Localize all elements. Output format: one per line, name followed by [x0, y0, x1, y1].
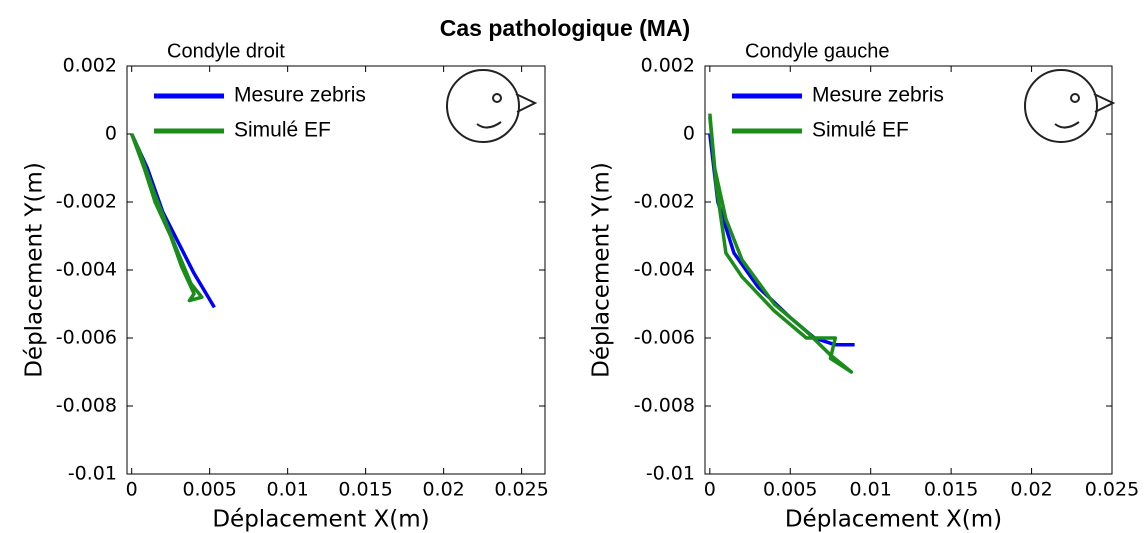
x-axis-label: Déplacement X(m) [785, 507, 1002, 533]
face-nose [1093, 93, 1116, 113]
x-tick-label: 0.01 [266, 479, 308, 501]
y-tick-label: -0.004 [56, 259, 117, 281]
data-line [130, 133, 204, 303]
x-tick-label: 0.025 [1085, 479, 1139, 501]
legend-label: Mesure zebris [812, 84, 944, 107]
legend-label: Simulé EF [234, 119, 331, 142]
legend-label: Simulé EF [812, 119, 909, 142]
y-tick-label: 0 [683, 123, 695, 145]
y-tick-label: -0.002 [56, 191, 117, 213]
subplot-title: Condyle droit [167, 40, 285, 62]
y-tick-label: 0.002 [641, 55, 695, 77]
y-tick-label: -0.01 [68, 463, 117, 485]
y-tick-label: -0.006 [56, 327, 117, 349]
x-tick-label: 0.01 [850, 479, 892, 501]
face-eye [492, 93, 502, 103]
x-tick-label: 0.02 [1010, 479, 1052, 501]
face-icon [1024, 69, 1116, 143]
subplot-title: Condyle gauche [745, 40, 890, 62]
x-tick-label: 0.005 [182, 479, 236, 501]
x-axis-label: Déplacement X(m) [212, 507, 429, 533]
face-nose [515, 93, 538, 113]
y-tick-label: -0.006 [634, 327, 695, 349]
y-axis-label: Déplacement Y(m) [589, 162, 615, 378]
face-head [446, 69, 520, 143]
data-line [708, 113, 854, 374]
x-tick-label: 0.015 [338, 479, 392, 501]
x-tick-label: 0.015 [924, 479, 978, 501]
y-tick-label: 0.002 [63, 55, 117, 77]
face-mouth [476, 121, 502, 129]
y-tick-label: -0.002 [634, 191, 695, 213]
y-axis-label: Déplacement Y(m) [22, 162, 48, 378]
legend-label: Mesure zebris [234, 84, 366, 107]
face-head [1024, 69, 1098, 143]
x-tick-label: 0.005 [763, 479, 817, 501]
y-tick-label: 0 [105, 123, 117, 145]
face-icon [446, 69, 538, 143]
y-tick-label: -0.008 [56, 395, 117, 417]
y-tick-label: -0.004 [634, 259, 695, 281]
x-tick-label: 0.025 [494, 479, 548, 501]
y-tick-label: -0.01 [646, 463, 695, 485]
figure-title: Cas pathologique (MA) [440, 15, 690, 41]
x-tick-label: 0.02 [422, 479, 464, 501]
x-tick-label: 0 [704, 479, 716, 501]
face-mouth [1054, 121, 1080, 129]
y-tick-label: -0.008 [634, 395, 695, 417]
data-line [708, 133, 855, 347]
face-eye [1070, 93, 1080, 103]
x-tick-label: 0 [126, 479, 138, 501]
